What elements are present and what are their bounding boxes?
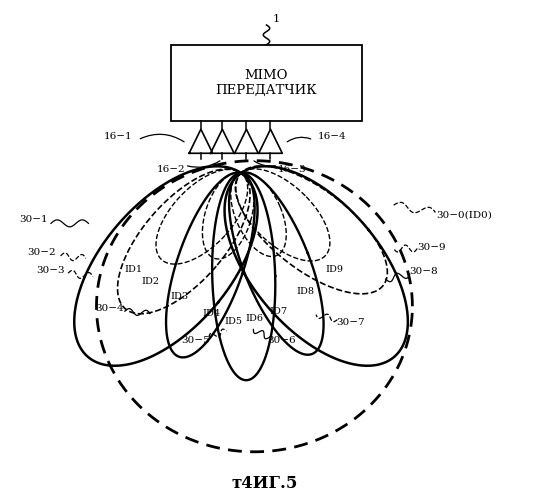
Text: 30−2: 30−2 — [27, 249, 56, 257]
Text: ID2: ID2 — [141, 277, 159, 286]
Text: т4ИГ.5: т4ИГ.5 — [232, 476, 298, 493]
Text: 30−0(ID0): 30−0(ID0) — [437, 211, 492, 220]
Text: 30−1: 30−1 — [19, 216, 48, 225]
Text: ID3: ID3 — [170, 292, 188, 301]
Text: 16−2: 16−2 — [157, 165, 186, 174]
Text: 16−4: 16−4 — [318, 133, 346, 142]
Text: 16−3: 16−3 — [278, 165, 306, 174]
Text: ID5: ID5 — [224, 316, 242, 325]
FancyBboxPatch shape — [171, 45, 361, 121]
Text: ID9: ID9 — [326, 265, 344, 274]
Text: 30−9: 30−9 — [417, 243, 445, 251]
Text: MIMO
ПЕРЕДАТЧИК: MIMO ПЕРЕДАТЧИК — [216, 69, 318, 97]
Text: 30−7: 30−7 — [337, 318, 365, 327]
Text: ID1: ID1 — [125, 265, 143, 274]
Text: ID8: ID8 — [296, 287, 314, 296]
Text: 30−8: 30−8 — [409, 267, 438, 276]
Text: ID4: ID4 — [202, 309, 221, 318]
Text: ID7: ID7 — [269, 307, 288, 316]
Text: 1: 1 — [273, 13, 280, 23]
Text: ID6: ID6 — [246, 314, 263, 323]
Text: 30−4: 30−4 — [96, 304, 124, 313]
Text: 30−6: 30−6 — [267, 336, 295, 345]
Text: 30−3: 30−3 — [37, 266, 65, 275]
Text: 16−1: 16−1 — [103, 133, 132, 142]
Text: 30−5: 30−5 — [181, 336, 210, 345]
